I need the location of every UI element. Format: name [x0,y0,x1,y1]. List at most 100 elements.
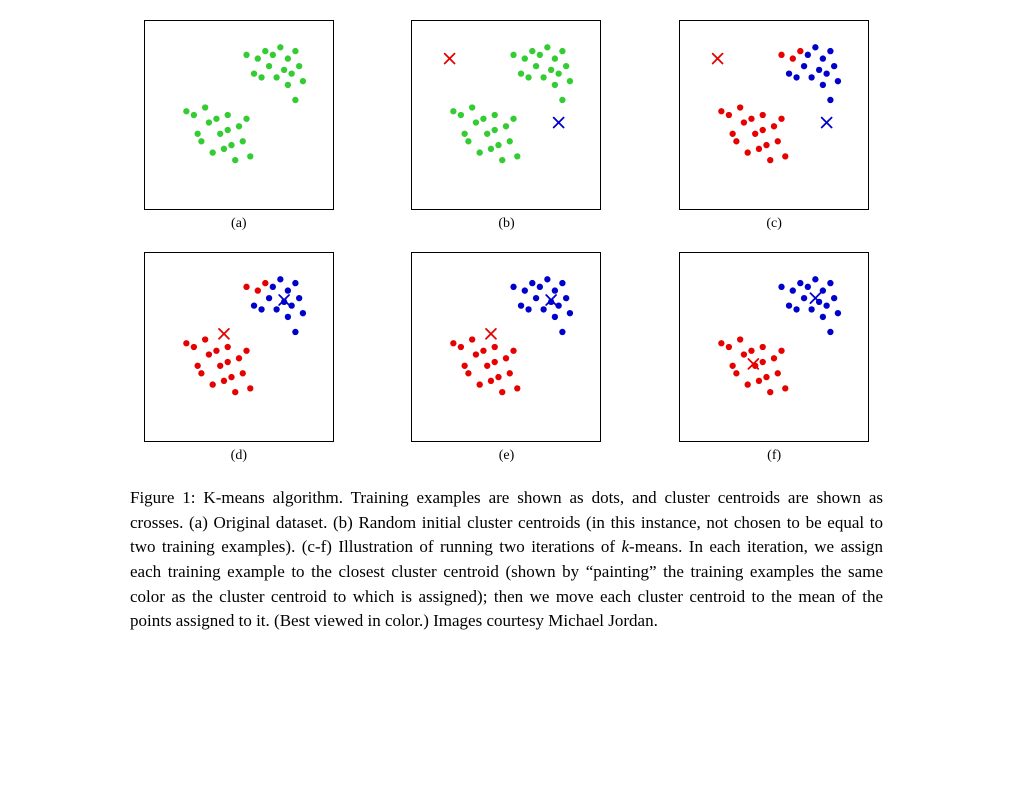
data-point [292,280,298,286]
data-point [726,112,732,118]
data-point [285,287,291,293]
data-point [500,389,506,395]
data-point [232,157,238,163]
data-point [285,55,291,61]
data-point [191,344,197,350]
data-point [541,74,547,80]
data-point [790,55,796,61]
data-point [511,52,517,58]
data-point [741,351,747,357]
data-point [270,284,276,290]
data-point [763,142,769,148]
data-point [251,70,257,76]
data-point [481,116,487,122]
data-point [824,70,830,76]
data-point [217,131,223,137]
data-point [748,116,754,122]
data-point [809,74,815,80]
figure-page: (a)(b)(c)(d)(e)(f) Figure 1: K-means alg… [0,0,1013,654]
data-point [285,314,291,320]
data-point [281,67,287,73]
data-point [827,329,833,335]
data-point [511,284,517,290]
panel-grid: (a)(b)(c)(d)(e)(f) [130,20,883,464]
data-point [288,70,294,76]
data-point [273,306,279,312]
caption-label: Figure 1: [130,488,196,507]
panel-b: (b) [411,20,601,232]
data-point [500,157,506,163]
data-point [224,359,230,365]
data-point [469,336,475,342]
data-point [243,348,249,354]
data-point [809,306,815,312]
data-point [786,70,792,76]
data-point [801,295,807,301]
data-point [767,157,773,163]
data-point [296,63,302,69]
data-point [526,306,532,312]
data-point [805,284,811,290]
data-point [247,153,253,159]
data-point [273,74,279,80]
data-point [507,138,513,144]
data-point [552,82,558,88]
data-point [183,340,189,346]
data-point [522,287,528,293]
panel-c: (c) [679,20,869,232]
data-point [209,149,215,155]
data-point [243,52,249,58]
data-point [771,123,777,129]
data-point [552,314,558,320]
data-point [820,55,826,61]
panel-label-c: (c) [766,216,782,232]
data-point [752,131,758,137]
data-point [801,63,807,69]
plot-box-f [679,252,869,442]
data-point [805,52,811,58]
centroid-cross-icon [554,118,564,128]
data-point [194,131,200,137]
data-point [733,370,739,376]
plot-box-b [411,20,601,210]
data-point [488,146,494,152]
data-point [797,280,803,286]
data-point [718,340,724,346]
data-point [552,55,558,61]
data-point [511,348,517,354]
data-point [511,116,517,122]
data-point [760,344,766,350]
data-point [530,48,536,54]
panel-label-e: (e) [499,448,515,464]
data-point [779,284,785,290]
data-point [556,70,562,76]
data-point [217,363,223,369]
caption-k-italic: k [621,537,629,556]
centroid-cross-icon [219,329,229,339]
centroid-cross-icon [486,329,496,339]
data-point [545,276,551,282]
data-point [209,381,215,387]
data-point [560,48,566,54]
data-point [496,374,502,380]
data-point [745,149,751,155]
data-point [563,295,569,301]
data-point [831,295,837,301]
data-point [481,348,487,354]
data-point [228,374,234,380]
data-point [473,351,479,357]
data-point [790,287,796,293]
data-point [292,329,298,335]
data-point [492,359,498,365]
plot-box-e [411,252,601,442]
data-point [567,78,573,84]
data-point [492,344,498,350]
data-point [496,142,502,148]
data-point [247,385,253,391]
data-point [526,74,532,80]
data-point [827,280,833,286]
data-point [462,131,468,137]
caption-title: K-means algorithm. [203,488,343,507]
data-point [763,374,769,380]
data-point [485,131,491,137]
